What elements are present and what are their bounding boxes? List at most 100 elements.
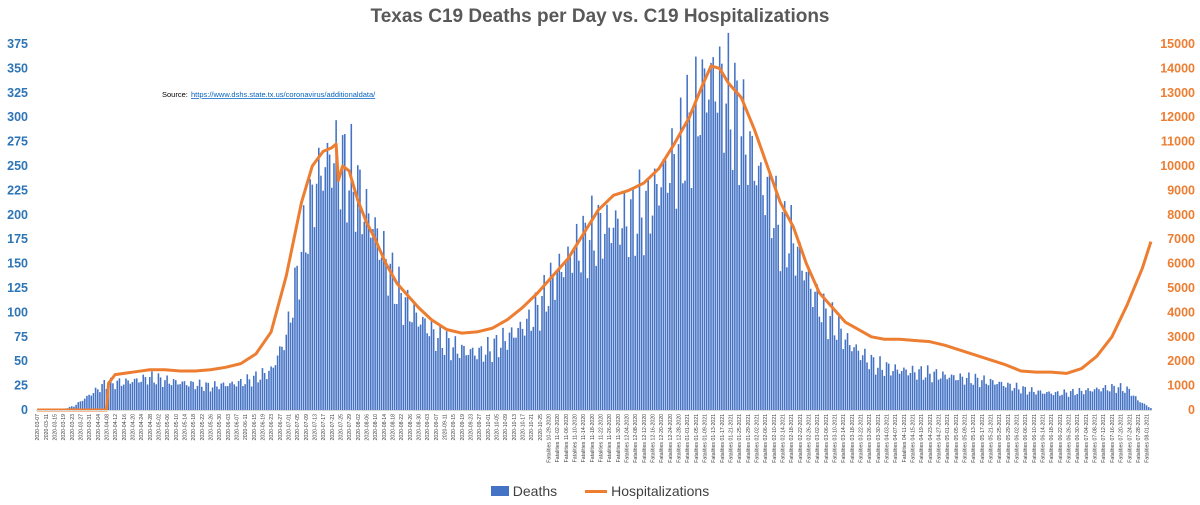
deaths-bar: [868, 369, 870, 410]
deaths-bar: [417, 326, 420, 410]
x-tick-label: 2020-03-23: [70, 414, 76, 441]
deaths-bar: [536, 304, 539, 410]
deaths-bar: [216, 386, 218, 410]
x-tick-label: 2020-03-27: [78, 414, 84, 441]
deaths-bar: [1130, 395, 1133, 410]
deaths-bar: [643, 255, 645, 410]
x-tick-label: 2020-07-29: [347, 414, 353, 441]
deaths-bar: [578, 260, 580, 410]
deaths-bar: [506, 349, 509, 410]
x-tick-label: Fatalities 05-17-2021: [980, 414, 986, 463]
deaths-bar: [1072, 388, 1074, 410]
deaths-bar: [965, 377, 968, 410]
x-tick-label: 2020-08-10: [373, 414, 379, 441]
deaths-bar: [809, 288, 812, 410]
deaths-bar: [1117, 387, 1120, 410]
deaths-bar: [1050, 393, 1053, 410]
deaths-bar: [1139, 402, 1141, 410]
deaths-bar: [374, 217, 376, 410]
x-tick-label: 2020-09-27: [477, 414, 483, 441]
deaths-bar: [820, 322, 823, 410]
deaths-bar: [1128, 388, 1131, 410]
deaths-bar: [987, 385, 990, 410]
deaths-bar: [1009, 383, 1011, 410]
x-tick-label: Fatalities 11-30-2020: [616, 414, 622, 462]
deaths-bar: [294, 267, 296, 410]
left-tick-label: 200: [7, 208, 28, 222]
deaths-bar: [112, 383, 114, 410]
deaths-bar: [326, 142, 329, 410]
deaths-bar: [428, 336, 431, 410]
deaths-bar: [335, 120, 337, 410]
deaths-bar: [961, 376, 964, 410]
deaths-bar: [253, 375, 255, 410]
deaths-bar: [138, 382, 140, 410]
deaths-bar: [569, 255, 571, 410]
deaths-bar: [591, 195, 593, 410]
deaths-bar: [1059, 395, 1061, 410]
deaths-bar: [844, 339, 847, 410]
left-tick-label: 275: [7, 135, 28, 149]
deaths-bar: [287, 311, 290, 410]
x-tick-label: 2020-09-11: [442, 414, 448, 440]
deaths-bar: [898, 373, 901, 410]
deaths-bar: [547, 306, 550, 410]
x-tick-label: 2020-03-31: [87, 414, 93, 441]
deaths-bar: [1085, 390, 1087, 410]
right-axis: 0 1000 2000 3000 4000 5000 6000 7000 8000 9000 100…: [1160, 37, 1195, 417]
deaths-bar: [474, 355, 476, 410]
deaths-bar: [879, 356, 881, 410]
deaths-bar: [244, 384, 246, 410]
deaths-bar: [822, 293, 825, 410]
deaths-bar: [1076, 393, 1079, 410]
deaths-bar: [565, 260, 567, 410]
deaths-bar: [920, 366, 922, 410]
x-tick-label: 2020-06-15: [252, 414, 258, 441]
x-tick-label: Fatalities 11-14-2020: [581, 414, 587, 462]
deaths-bar: [1147, 407, 1150, 410]
deaths-bar: [81, 400, 84, 410]
x-tick-label: Fatalities 03-02-2021: [815, 414, 821, 463]
deaths-bar: [155, 384, 158, 410]
deaths-bar: [662, 159, 665, 410]
deaths-bar: [872, 357, 875, 410]
x-tick-label: Fatalities 03-30-2021: [876, 414, 882, 463]
x-tick-label: 2020-09-23: [468, 414, 474, 441]
deaths-bar: [755, 185, 758, 410]
x-tick-label: Fatalities 06-06-2021: [1023, 414, 1029, 463]
deaths-bar: [504, 341, 506, 410]
deaths-bar: [168, 383, 171, 410]
deaths-bar: [298, 299, 301, 410]
legend: Deaths Hospitalizations: [0, 483, 1200, 499]
deaths-bar: [1000, 381, 1003, 410]
deaths-bar: [461, 344, 463, 410]
deaths-bar: [413, 304, 415, 410]
deaths-bar: [263, 373, 266, 410]
deaths-bar: [981, 380, 983, 410]
deaths-bar: [131, 382, 134, 410]
deaths-bar: [1100, 391, 1102, 410]
deaths-bar: [305, 252, 307, 410]
x-tick-label: Fatalities 12-28-2020: [677, 414, 683, 463]
deaths-bar: [328, 154, 331, 410]
deaths-bar: [129, 383, 132, 410]
deaths-bar: [426, 333, 428, 410]
x-tick-label: Fatalities 11-06-2020: [564, 414, 570, 462]
x-tick-label: Fatalities 02-06-2021: [763, 414, 769, 463]
x-tick-label: 2020-08-02: [356, 414, 362, 441]
source-link[interactable]: https://www.dshs.state.tx.us/coronavirus…: [191, 90, 376, 99]
deaths-bar: [703, 68, 706, 411]
deaths-bar: [144, 377, 147, 410]
deaths-bar: [268, 370, 270, 410]
deaths-bar: [530, 330, 532, 410]
deaths-bar: [1102, 387, 1105, 410]
x-tick-label: 2020-08-06: [364, 414, 370, 441]
deaths-bar: [543, 275, 545, 410]
deaths-bar: [640, 217, 643, 410]
deaths-bar: [406, 289, 409, 410]
deaths-bar: [487, 336, 489, 410]
deaths-bar: [549, 262, 552, 410]
deaths-bar: [773, 228, 775, 410]
deaths-bar: [762, 195, 764, 410]
deaths-bar: [77, 402, 80, 410]
